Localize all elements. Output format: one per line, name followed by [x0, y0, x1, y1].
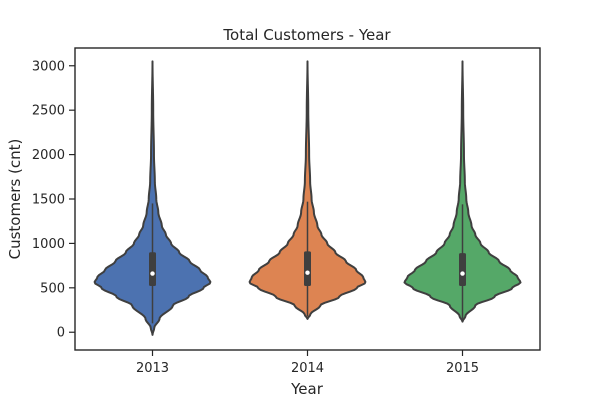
y-tick-label: 1000: [32, 237, 65, 252]
median-dot-2014: [305, 270, 310, 275]
y-tick-label: 2000: [32, 148, 65, 163]
x-tick-label: 2013: [136, 361, 169, 376]
y-tick-label: 0: [57, 326, 65, 341]
iqr-box-2014: [304, 251, 311, 287]
iqr-box-2015: [459, 253, 466, 287]
violin-2014: [248, 60, 367, 320]
median-dot-2015: [460, 271, 465, 276]
y-tick-label: 2500: [32, 104, 65, 119]
iqr-box-2013: [149, 252, 156, 287]
violin-2013: [93, 60, 212, 336]
chart-title: Total Customers - Year: [222, 26, 391, 44]
median-dot-2013: [150, 271, 155, 276]
y-tick-label: 500: [40, 281, 65, 296]
x-axis-label: Year: [290, 380, 324, 398]
plot-area: [93, 60, 522, 336]
y-tick-label: 3000: [32, 59, 65, 74]
y-axis-label: Customers (cnt): [6, 139, 24, 260]
y-tick-label: 1500: [32, 193, 65, 208]
axes: 0 500 1000 1500 2000 2500 3000 2013 2014 2015: [32, 59, 479, 376]
x-tick-label: 2015: [446, 361, 479, 376]
x-tick-label: 2014: [291, 361, 324, 376]
violin-2015: [403, 60, 522, 323]
